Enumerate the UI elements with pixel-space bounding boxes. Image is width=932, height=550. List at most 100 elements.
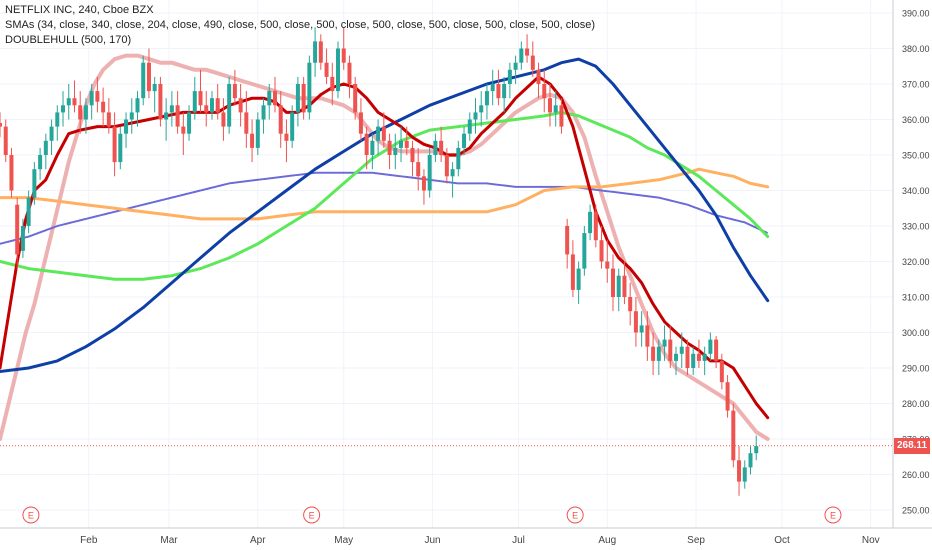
chart-grid [0, 0, 893, 528]
sma-purple-line [0, 171, 769, 245]
candle [26, 190, 31, 234]
candle [502, 76, 507, 113]
candle-body [387, 140, 392, 155]
candle-body [754, 446, 759, 454]
candle [714, 336, 719, 368]
candle [204, 91, 209, 127]
candle-body [559, 105, 564, 127]
earnings-marker: E [824, 506, 842, 524]
candle-body [525, 48, 530, 56]
candle [674, 346, 679, 376]
candle [427, 147, 432, 198]
candle [261, 98, 266, 134]
candle [708, 332, 713, 361]
candle-body [141, 62, 146, 99]
candle [628, 282, 633, 326]
candle-body [433, 140, 438, 155]
candle-body [439, 140, 444, 155]
candle [450, 162, 455, 198]
earnings-label: E [309, 511, 315, 521]
candle-body [353, 84, 358, 113]
candle [559, 98, 564, 134]
candle-body [66, 98, 71, 106]
candle [209, 91, 214, 120]
candle [330, 62, 335, 106]
price-tick-label: 370.00 [902, 80, 930, 90]
candle [610, 254, 615, 312]
candle [307, 55, 312, 120]
candle-body [427, 155, 432, 191]
candle-body [192, 91, 197, 113]
candle-body [146, 62, 151, 92]
candle-body [272, 91, 277, 106]
candle-body [593, 211, 598, 241]
candle-body [38, 155, 43, 170]
candle-body [261, 105, 266, 120]
candle [547, 84, 552, 127]
candle-body [674, 353, 679, 361]
candle-body [135, 98, 140, 113]
candle [393, 133, 398, 170]
candle [622, 261, 627, 305]
sma-indicator-label[interactable]: SMAs (34, close, 340, close, 204, close,… [5, 19, 596, 31]
candle [702, 346, 707, 376]
earnings-marker: E [22, 506, 40, 524]
candle-body [553, 105, 558, 113]
candle [754, 435, 759, 461]
candle [318, 34, 323, 70]
candle-body [708, 339, 713, 354]
candle [152, 76, 157, 113]
candle [605, 240, 610, 283]
candle [32, 162, 37, 205]
candle-body [467, 119, 472, 134]
candle [668, 325, 673, 368]
candle-body [473, 112, 478, 120]
candle [135, 91, 140, 127]
candle [725, 375, 730, 418]
candle-body [169, 105, 174, 113]
price-tick-label: 380.00 [902, 44, 930, 54]
price-axis[interactable]: 390.00 380.00 370.00 360.00 350.00 340.00 330.… [902, 9, 930, 516]
candle [656, 339, 661, 376]
candle-body [479, 105, 484, 113]
candle [49, 119, 54, 155]
price-tick-label: 310.00 [902, 293, 930, 303]
candle-body [95, 91, 100, 102]
candle [118, 126, 123, 170]
candle-body [610, 268, 615, 297]
candle-body [547, 98, 552, 113]
symbol-title[interactable]: NETFLIX INC, 240, Cboe BZX [5, 4, 154, 16]
candle [439, 126, 444, 163]
candle-body [685, 346, 690, 368]
time-axis[interactable]: Feb Mar Apr May Jun Jul Aug Sep Oct Nov [80, 535, 880, 546]
candle-body [679, 346, 684, 354]
candle [599, 226, 604, 269]
candle-body [290, 112, 295, 141]
candle-body [238, 98, 243, 113]
candle [433, 133, 438, 163]
candle [358, 98, 363, 141]
candle-body [456, 147, 461, 170]
hull-indicator-label[interactable]: DOUBLEHULL (500, 170) [5, 34, 132, 46]
price-tick-label: 260.00 [902, 470, 930, 480]
candle [15, 197, 20, 269]
candle [55, 105, 60, 141]
candle [232, 69, 237, 106]
candle [198, 69, 203, 113]
candle [490, 69, 495, 106]
candle-body [725, 382, 730, 411]
candle-body [691, 353, 696, 368]
candle [639, 311, 644, 347]
candle [467, 112, 472, 141]
candle [341, 27, 346, 70]
candle-body [737, 460, 742, 482]
candle [691, 346, 696, 376]
price-tick-label: 340.00 [902, 186, 930, 196]
candle [536, 62, 541, 99]
price-tick-label: 290.00 [902, 364, 930, 374]
candle-body [393, 147, 398, 155]
candle [404, 126, 409, 155]
candle [456, 140, 461, 177]
candle-body [645, 325, 650, 347]
